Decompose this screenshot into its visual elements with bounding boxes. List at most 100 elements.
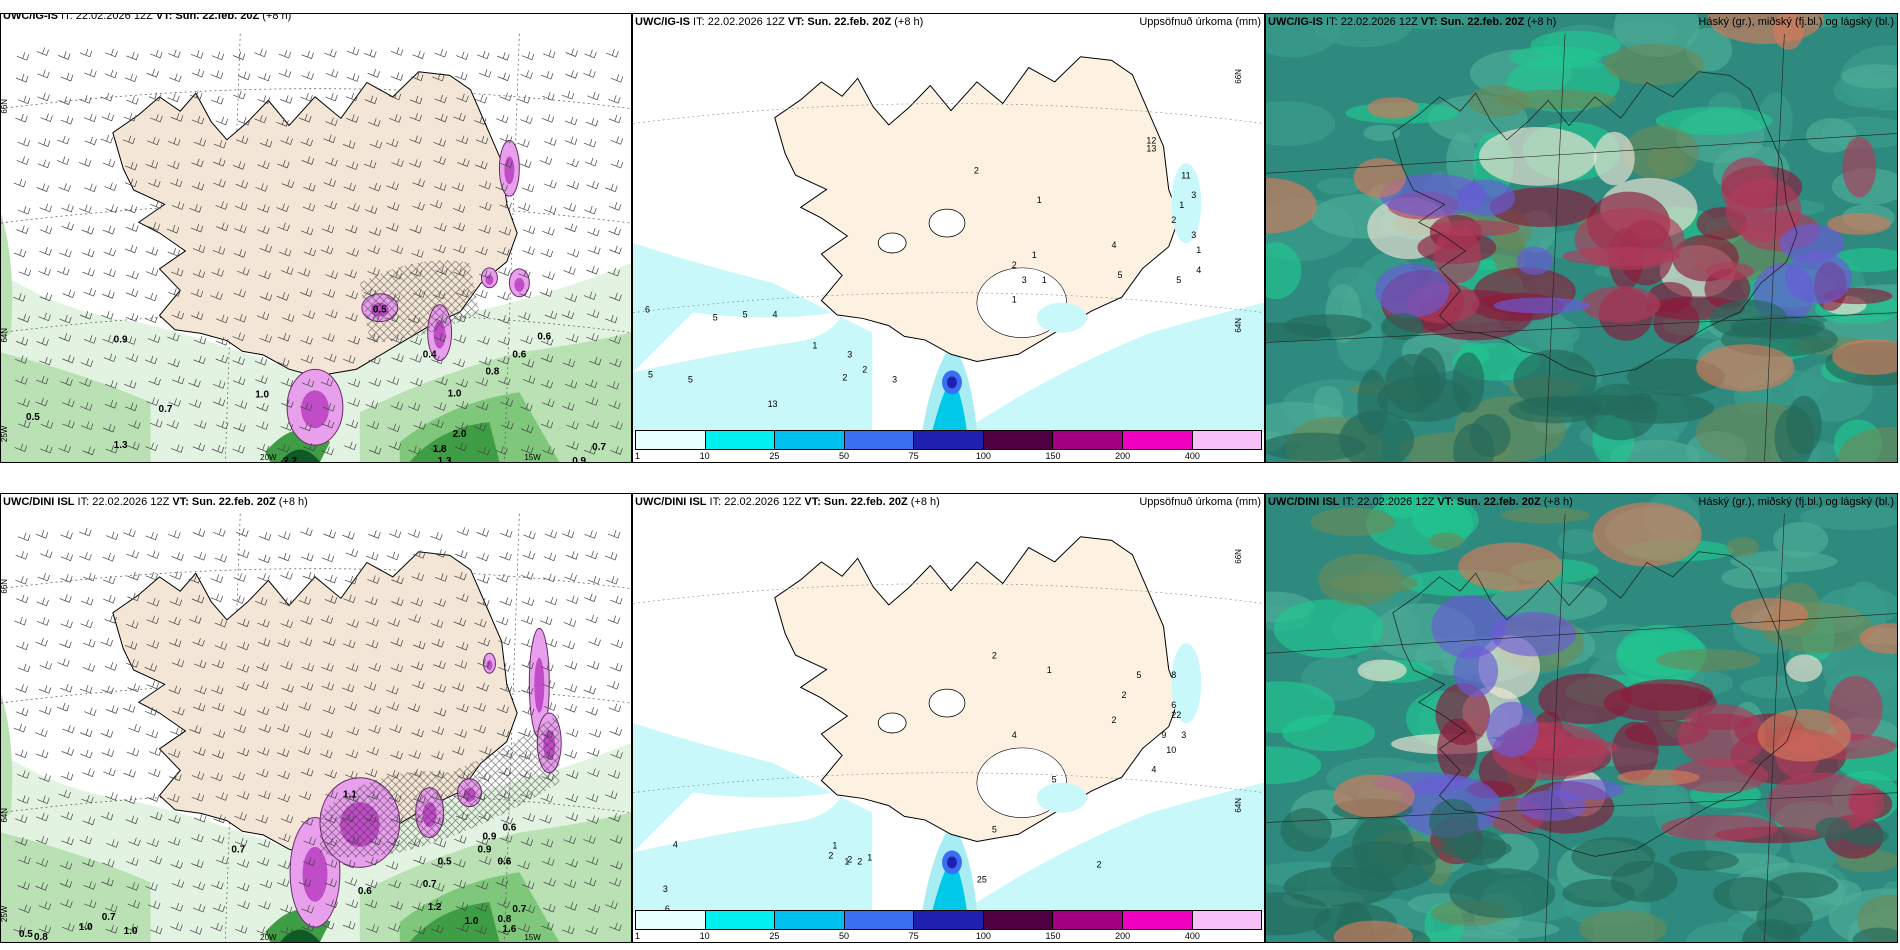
panel-bottom-middle-precip: 436581222112452552125862291042366N64N UW… <box>632 493 1265 943</box>
precip-amount-label: 1 <box>812 341 817 351</box>
legend-tick: 10 <box>699 931 710 941</box>
panel-top-middle-precip: 6 5 5 4 5 5 1 3 2 2 3 13 2 1 1 3 1 2 1 4 5 12 13 11 3 1 2 5 4 3 1 66N 64… <box>632 13 1265 463</box>
legend-swatch <box>1192 911 1262 929</box>
precip-amount-label: 4 <box>673 839 678 849</box>
precip-amount-label: 6 <box>645 305 650 315</box>
precip-amount-label: 9 <box>1161 730 1166 740</box>
legend-tick: 50 <box>838 451 850 461</box>
panel-title: UWC/DINI ISL IT: 22.02.2026 12Z VT: Sun.… <box>635 496 940 508</box>
snow-depth-label: 1.2 <box>428 902 442 913</box>
snow-depth-label: 0.4 <box>423 349 437 360</box>
panel-bottom-left-snow-wind: 0.7 0.5 0.8 1.0 0.7 1.0 0.6 0.9 0.7 1.2 1.0 0.8 0.7 0… <box>0 493 632 943</box>
legend-tick: 1 <box>635 931 641 941</box>
precip-amount-label: 6 <box>665 904 670 914</box>
snow-depth-label: 0.5 <box>26 412 40 423</box>
precip-amount-label: 5 <box>688 374 693 384</box>
legend-tick: 10 <box>699 451 710 461</box>
legend-tick: 150 <box>1045 451 1061 461</box>
legend-swatch <box>844 431 915 449</box>
legend-swatch <box>1053 431 1123 449</box>
snow-depth-label: 0.6 <box>502 823 516 834</box>
legend-swatch <box>1192 431 1262 449</box>
legend-tick: 200 <box>1115 931 1131 941</box>
graticule-label: 64N <box>1 328 9 343</box>
precip-amount-label: 2 <box>974 165 979 175</box>
legend-tick: 400 <box>1184 931 1200 941</box>
precip-amount-label: 1 <box>1047 665 1052 675</box>
precip-amount-label: 1 <box>1012 295 1017 305</box>
panel-top-right-clouds: UWC/IG-IS IT: 22.02.2026 12Z VT: Sun. 22… <box>1265 13 1898 463</box>
snow-depth-label: 2.2 <box>283 456 297 462</box>
precip-amount-label: 5 <box>1136 670 1141 680</box>
legend-tick: 150 <box>1045 931 1061 941</box>
snow-depth-label: 1.0 <box>465 916 479 927</box>
precip-legend: 1 10 25 50 75 100 150 200 400 <box>635 430 1262 462</box>
snow-depth-label: 0.9 <box>572 456 586 462</box>
snow-depth-label: 0.8 <box>486 366 500 377</box>
map-top-left: 0.90.50.71.31.02.21.81.32.01.00.80.60.60… <box>1 33 631 462</box>
snow-depth-label: 0.7 <box>231 844 245 855</box>
panel-subtitle: Háský (gr.), miðský (fj.bl.) og lágský (… <box>1698 16 1894 28</box>
legend-swatch <box>914 431 984 449</box>
snow-depth-label: 0.7 <box>592 442 606 453</box>
precip-amount-label: 5 <box>1117 270 1122 280</box>
precip-amount-label: 4 <box>1151 765 1156 775</box>
panel-title: UWC/DINI ISL IT: 22.02.2026 12Z VT: Sun.… <box>1268 496 1573 508</box>
precip-amount-label: 2 <box>992 650 997 660</box>
snow-depth-label: 0.6 <box>497 856 511 867</box>
panel-subtitle: Uppsöfnuð úrkoma (mm) <box>1139 496 1261 508</box>
precip-amount-label: 4 <box>1111 240 1116 250</box>
snow-depth-label: 1.0 <box>448 388 462 399</box>
snow-depth-label: 0.6 <box>358 886 372 897</box>
graticule-label: 20W <box>260 453 277 462</box>
legend-ticks: 1 10 25 50 75 100 150 200 400 <box>635 930 1262 942</box>
snow-depth-label: 0.9 <box>114 335 128 346</box>
precip-amount-label: 1 <box>1179 200 1184 210</box>
precip-amount-label: 5 <box>1176 275 1181 285</box>
precip-amount-label: 2 <box>1121 690 1126 700</box>
precip-amount-label: 3 <box>1191 230 1196 240</box>
snow-depth-label: 1.8 <box>433 444 447 455</box>
map-top-right <box>1266 14 1897 462</box>
legend-tick: 1 <box>635 451 641 461</box>
legend-tick: 25 <box>769 451 780 461</box>
precip-amount-label: 1 <box>1042 275 1047 285</box>
legend-tick: 50 <box>838 931 850 941</box>
panel-title: UWC/IG-IS IT: 22.02.2026 12Z VT: Sun. 22… <box>635 16 924 28</box>
precip-amount-label: 13 <box>1146 143 1156 153</box>
legend-ticks: 1 10 25 50 75 100 150 200 400 <box>635 450 1262 462</box>
snow-depth-label: 1.6 <box>502 924 516 935</box>
precip-amount-label: 4 <box>1012 730 1017 740</box>
precip-amount-label: 1 <box>1032 250 1037 260</box>
legend-tick: 75 <box>908 931 919 941</box>
panel-title: UWC/IG-IS IT: 22.02.2026 12Z VT: Sun. 22… <box>3 13 292 22</box>
snow-depth-label: 0.5 <box>19 929 33 940</box>
precip-amount-label: 5 <box>713 313 718 323</box>
snow-depth-label: 0.6 <box>512 349 526 360</box>
precip-amount-label: 3 <box>892 374 897 384</box>
graticule-label: 66N <box>1234 69 1243 84</box>
precip-amount-label: 2 <box>847 854 852 864</box>
legend-tick: 200 <box>1115 451 1131 461</box>
legend-swatch <box>914 911 984 929</box>
map-bottom-right <box>1266 494 1897 942</box>
precip-amount-label: 8 <box>1171 670 1176 680</box>
map-bottom-middle: 436581222112452552125862291042366N64N <box>633 536 1264 931</box>
precip-amount-label: 4 <box>1196 265 1201 275</box>
legend-swatch <box>1053 911 1123 929</box>
panel-title: UWC/DINI ISL IT: 22.02.2026 12Z VT: Sun.… <box>3 496 308 508</box>
snow-depth-label: 1.3 <box>114 440 128 451</box>
precip-amount-label: 2 <box>1012 260 1017 270</box>
graticule-label: 64N <box>1 808 9 823</box>
precip-amount-label: 1 <box>1196 245 1201 255</box>
snow-depth-label: 0.7 <box>512 904 526 915</box>
precip-amount-label: 5 <box>743 310 748 320</box>
precip-amount-label: 2 <box>842 372 847 382</box>
map-bottom-left: 0.70.5 0.81.00.71.00.60.90.71.21.0 0.80.70… <box>1 513 631 942</box>
precip-amount-label: 4 <box>773 310 778 320</box>
legend-swatch <box>844 911 915 929</box>
precip-amount-label: 3 <box>1022 275 1027 285</box>
precip-amount-label: 5 <box>648 369 653 379</box>
snow-depth-label: 1.1 <box>343 790 357 801</box>
precip-legend: 1 10 25 50 75 100 150 200 400 <box>635 910 1262 942</box>
